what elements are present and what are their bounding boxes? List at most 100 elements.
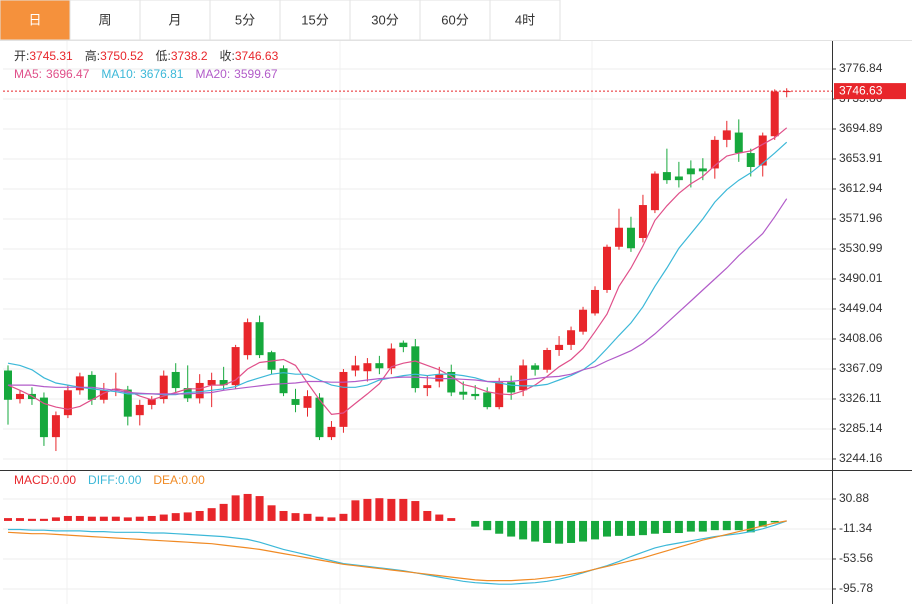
macd-bar — [519, 520, 528, 540]
candle-body — [746, 153, 755, 167]
last-price-tag — [834, 83, 906, 100]
macd-value: 0.00 — [181, 473, 205, 487]
macd-bar — [710, 520, 719, 531]
y-tick-label: 3408.06 — [839, 331, 883, 345]
tab-label[interactable]: 15分 — [301, 12, 328, 27]
macd-bar — [638, 520, 647, 536]
y-tick-label: -53.56 — [839, 551, 873, 565]
candle-body — [447, 371, 456, 393]
macd-bar — [411, 501, 420, 521]
y-tick-label: 3326.11 — [839, 391, 882, 405]
tab[interactable] — [489, 0, 561, 41]
macd-bar — [674, 520, 683, 534]
candle-body — [231, 347, 240, 386]
macd-bar — [15, 518, 24, 521]
macd-bar — [603, 520, 611, 537]
y-tick-label: -11.34 — [839, 521, 872, 535]
candle-body — [99, 390, 108, 400]
candle-body — [531, 365, 540, 370]
ohlc-key: 开: — [14, 49, 29, 63]
macd-bar — [183, 512, 192, 521]
macd-bar — [27, 518, 36, 521]
candle-body — [135, 404, 144, 416]
macd-bar — [351, 500, 360, 521]
candle-body — [758, 135, 767, 166]
ohlc-key: 低: — [155, 49, 170, 63]
tab[interactable] — [419, 0, 491, 41]
candle-body — [591, 289, 600, 314]
macd-bar — [363, 498, 372, 521]
y-tick-label: 3530.99 — [839, 241, 883, 255]
ma-value: 3696.47 — [46, 67, 90, 81]
candle-body — [195, 382, 204, 399]
macd-bar — [686, 520, 695, 532]
tab-label[interactable]: 30分 — [371, 12, 398, 27]
macd-bar — [207, 508, 216, 521]
candle-body — [159, 375, 168, 400]
macd-line — [8, 520, 787, 585]
candle-body — [495, 382, 504, 408]
macd-bar — [291, 513, 300, 521]
macd-bar — [387, 498, 396, 521]
macd-value: 0.00 — [53, 473, 77, 487]
tab-label[interactable]: 日 — [28, 12, 41, 27]
y-tick-label: 3776.84 — [839, 61, 883, 75]
candle-body — [603, 246, 611, 290]
tab-label[interactable]: 月 — [168, 12, 181, 27]
macd-bar — [650, 520, 659, 534]
macd-bar — [662, 520, 671, 534]
macd-bar — [243, 493, 252, 521]
y-tick-label: 3449.04 — [839, 301, 883, 315]
last-price-label: 3746.63 — [839, 83, 883, 97]
macd-bar — [123, 517, 132, 521]
tab-label[interactable]: 60分 — [441, 12, 468, 27]
macd-bar — [63, 515, 72, 521]
macd-bar — [159, 514, 168, 521]
ma-value: 3599.67 — [234, 67, 278, 81]
y-tick-label: 3367.09 — [839, 361, 883, 375]
macd-bar — [447, 518, 456, 521]
macd-bar — [471, 520, 480, 527]
tab[interactable] — [279, 0, 351, 41]
candle-body — [375, 363, 384, 369]
tab[interactable] — [0, 0, 71, 41]
ma-line — [8, 198, 788, 395]
y-tick-label: 3571.96 — [839, 211, 883, 225]
candle-body — [722, 130, 731, 140]
macd-key: MACD: — [14, 473, 53, 487]
macd-value: 0.00 — [118, 473, 142, 487]
tab-label[interactable]: 4时 — [515, 12, 535, 27]
macd-bar — [399, 498, 408, 521]
macd-bar — [614, 520, 623, 536]
macd-bar — [75, 515, 84, 521]
macd-bar — [111, 516, 120, 521]
macd-bar — [39, 518, 48, 521]
macd-bar — [51, 517, 60, 521]
candle-body — [363, 363, 372, 372]
candle-body — [255, 322, 264, 356]
tab-label[interactable]: 周 — [98, 12, 111, 27]
candle-body — [399, 342, 408, 348]
y-tick-label: 3285.14 — [839, 421, 883, 435]
candle-body — [579, 309, 588, 332]
macd-bar — [507, 520, 516, 537]
candle-body — [650, 173, 659, 211]
candle-body — [411, 346, 420, 389]
candle-body — [662, 172, 671, 181]
macd-bar — [423, 510, 432, 521]
macd-bar — [219, 503, 228, 521]
candle-body — [171, 371, 180, 389]
tab-label[interactable]: 5分 — [235, 12, 255, 27]
candle-body — [183, 388, 192, 399]
candle-body — [770, 91, 779, 137]
macd-bar — [4, 518, 12, 521]
y-tick-label: 3653.91 — [839, 151, 883, 165]
macd-bar — [375, 498, 384, 521]
tab[interactable] — [349, 0, 421, 41]
y-tick-label: 3244.16 — [839, 451, 883, 465]
candle-body — [291, 399, 300, 405]
macd-bar — [483, 520, 492, 531]
macd-bar — [770, 520, 779, 523]
tab[interactable] — [69, 0, 141, 41]
